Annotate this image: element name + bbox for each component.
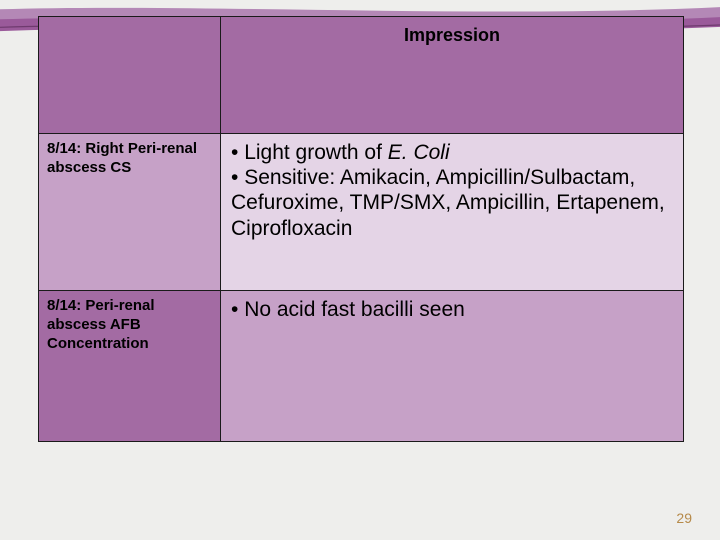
header-left-blank [39, 17, 221, 133]
impression-table: Impression 8/14: Right Peri-renal absces… [38, 16, 684, 442]
row1-impression: • Light growth of E. Coli • Sensitive: A… [221, 134, 683, 290]
bullet-text: Sensitive: Amikacin, Ampicillin/Sulbacta… [231, 166, 665, 239]
table-row: 8/14: Peri-renal abscess AFB Concentrati… [39, 290, 683, 441]
page-number: 29 [676, 510, 692, 526]
table-row: 8/14: Right Peri-renal abscess CS • Ligh… [39, 133, 683, 290]
bullet-item: • No acid fast bacilli seen [231, 297, 673, 322]
bullet-marker: • [231, 141, 244, 164]
row2-impression: • No acid fast bacilli seen [221, 291, 683, 441]
bullet-item: • Light growth of E. Coli [231, 140, 673, 165]
bullet-marker: • [231, 166, 244, 189]
bullet-item: • Sensitive: Amikacin, Ampicillin/Sulbac… [231, 165, 673, 241]
bullet-text: Light growth of [244, 141, 388, 164]
table-header-row: Impression [39, 17, 683, 133]
bullet-marker: • [231, 298, 244, 321]
bullet-text-italic: E. Coli [388, 141, 450, 164]
row2-label: 8/14: Peri-renal abscess AFB Concentrati… [39, 291, 221, 441]
header-impression: Impression [221, 17, 683, 133]
row1-label: 8/14: Right Peri-renal abscess CS [39, 134, 221, 290]
bullet-text: No acid fast bacilli seen [244, 298, 465, 321]
